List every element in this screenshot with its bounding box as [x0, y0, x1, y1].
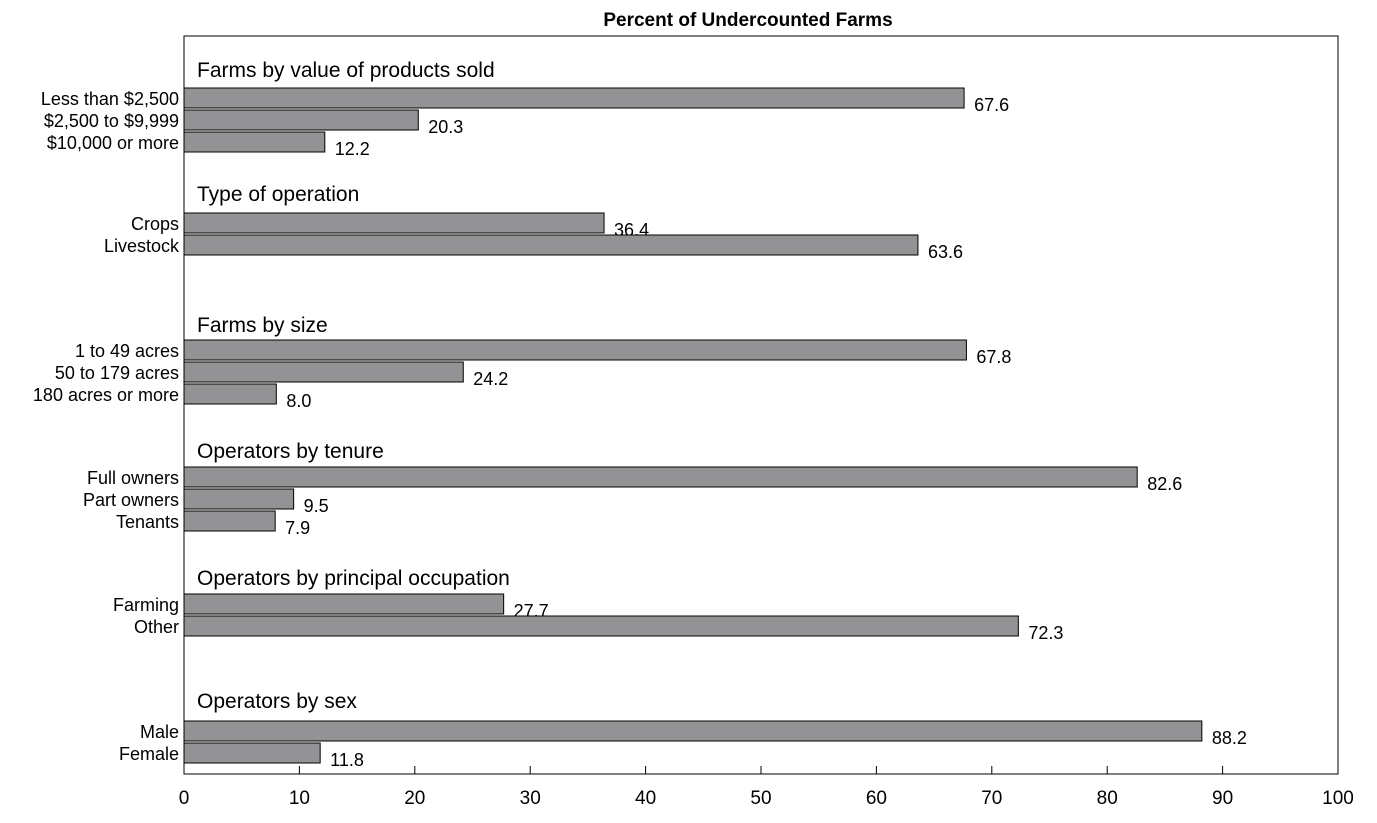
bar — [183, 339, 967, 361]
value-label: 8.0 — [286, 391, 311, 411]
bar — [183, 87, 965, 109]
category-label: Crops — [131, 214, 179, 234]
category-label: Less than $2,500 — [41, 89, 179, 109]
x-tick-label: 20 — [404, 788, 425, 809]
category-label: Full owners — [87, 468, 179, 488]
x-tick-label: 90 — [1212, 788, 1233, 809]
value-label: 12.2 — [335, 139, 370, 159]
x-tick-label: 0 — [179, 788, 190, 809]
value-label: 82.6 — [1147, 474, 1182, 494]
category-label: Tenants — [116, 512, 179, 532]
category-label: 50 to 179 acres — [55, 363, 179, 383]
bar — [183, 615, 1019, 637]
bar — [183, 234, 919, 256]
x-tick-label: 70 — [981, 788, 1002, 809]
bar — [183, 593, 505, 615]
group-label: Operators by sex — [197, 690, 357, 713]
x-tick-label: 10 — [289, 788, 310, 809]
x-tick-label: 80 — [1097, 788, 1118, 809]
bar — [183, 466, 1138, 488]
group-label: Operators by tenure — [197, 440, 384, 463]
value-label: 67.6 — [974, 95, 1009, 115]
group-label: Farms by value of products sold — [197, 59, 495, 82]
category-label: Male — [140, 722, 179, 742]
value-label: 20.3 — [428, 117, 463, 137]
category-label: $10,000 or more — [47, 133, 179, 153]
category-label: Other — [134, 617, 179, 637]
category-label: Farming — [113, 595, 179, 615]
chart-title: Percent of Undercounted Farms — [603, 10, 892, 31]
bar — [183, 383, 277, 405]
x-tick-label: 30 — [520, 788, 541, 809]
x-tick-label: 50 — [750, 788, 771, 809]
value-label: 67.8 — [976, 347, 1011, 367]
x-tick-label: 60 — [866, 788, 887, 809]
category-label: Part owners — [83, 490, 179, 510]
category-label: Female — [119, 744, 179, 764]
category-label: 180 acres or more — [33, 385, 179, 405]
x-tick-label: 40 — [635, 788, 656, 809]
value-label: 24.2 — [473, 369, 508, 389]
bar — [183, 361, 464, 383]
bar — [183, 212, 605, 234]
value-label: 88.2 — [1212, 728, 1247, 748]
value-label: 11.8 — [330, 750, 364, 770]
value-label: 9.5 — [304, 496, 329, 516]
bar — [183, 742, 321, 764]
bar — [183, 488, 295, 510]
group-label: Type of operation — [197, 183, 359, 206]
bar — [183, 109, 419, 131]
value-label: 7.9 — [285, 518, 310, 538]
value-label: 72.3 — [1028, 623, 1063, 643]
x-tick-label: 100 — [1322, 788, 1354, 809]
value-label: 63.6 — [928, 242, 963, 262]
bar — [183, 510, 276, 532]
group-label: Operators by principal occupation — [197, 567, 510, 590]
plot-area: Farms by value of products sold Less than… — [33, 35, 1354, 809]
group-label: Farms by size — [197, 314, 328, 337]
category-label: $2,500 to $9,999 — [44, 111, 179, 131]
category-label: 1 to 49 acres — [75, 341, 179, 361]
bar — [183, 131, 326, 153]
category-label: Livestock — [104, 236, 180, 256]
bar — [183, 720, 1203, 742]
